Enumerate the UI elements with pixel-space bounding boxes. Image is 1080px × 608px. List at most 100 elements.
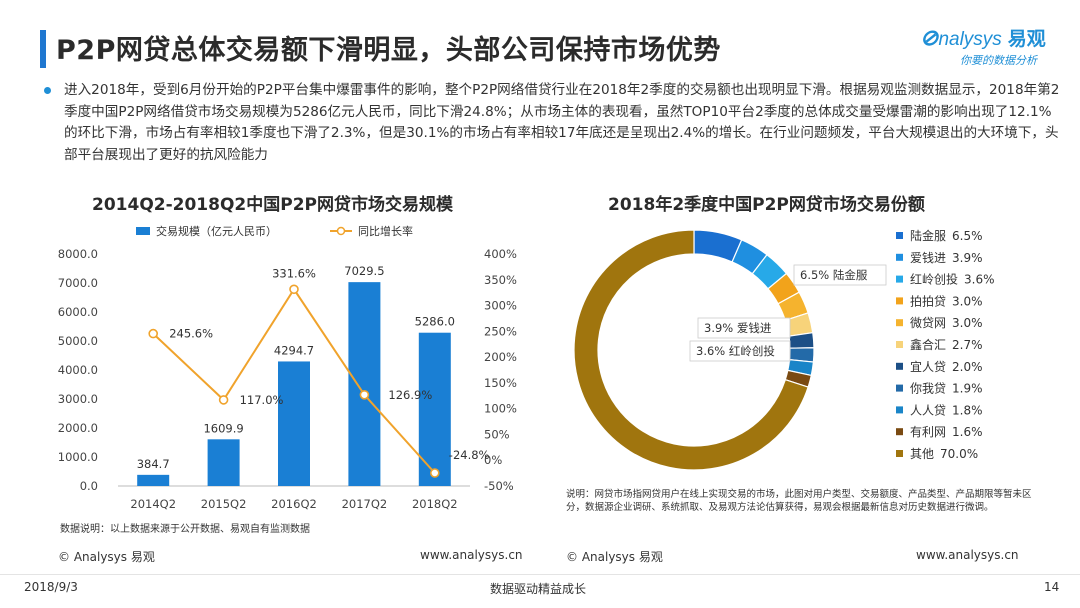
growth-value-label: -24.8%: [449, 448, 490, 462]
legend-name: 微贷网: [910, 316, 946, 330]
bar-line-chart: 交易规模（亿元人民币） 同比增长率 0.0 1000.0 2000.0 3000.0 400…: [58, 224, 517, 511]
legend-swatch-微贷网: [896, 319, 903, 327]
legend-name: 陆金服: [910, 228, 946, 243]
y-right-tick: 100%: [484, 402, 517, 416]
legend-bar-label: 交易规模（亿元人民币）: [156, 224, 277, 238]
y-left-tick: 3000.0: [58, 392, 98, 406]
legend-swatch-宜人贷: [896, 362, 903, 370]
bar-value-label: 1609.9: [203, 421, 243, 435]
growth-point-2015Q2: [218, 395, 229, 405]
legend-value: 3.6%: [964, 273, 995, 287]
legend-name: 拍拍贷: [910, 293, 946, 308]
summary-text: 进入2018年，受到6月份开始的P2P平台集中爆雷事件的影响，整个P2P网络借贷…: [64, 82, 1060, 163]
y-left-tick: 1000.0: [58, 450, 98, 464]
y-left-tick: 5000.0: [58, 334, 98, 348]
callout-label: 3.6% 红岭创投: [696, 344, 775, 358]
legend-line-marker: [336, 226, 346, 236]
y-right-tick: 0%: [484, 453, 502, 467]
y-right-tick: 200%: [484, 350, 517, 364]
legend-value: 2.0%: [952, 360, 983, 374]
legend-swatch-你我贷: [896, 384, 903, 392]
bullet-icon: [44, 87, 51, 94]
footer-date: 2018/9/3: [24, 580, 78, 594]
donut-slice-宜人贷: [788, 332, 815, 349]
legend-swatch-人人贷: [896, 406, 903, 414]
y-left-tick: 8000.0: [58, 247, 98, 261]
right-note: 说明：网贷市场指网贷用户在线上实现交易的市场，此图对用户类型、交易额度、产品类型…: [566, 489, 1032, 513]
legend-name: 鑫合汇: [910, 337, 946, 352]
legend-name: 你我贷: [910, 382, 946, 396]
right-chart-title: 2018年2季度中国P2P网贷市场交易份额: [608, 195, 925, 215]
footer-slogan: 数据驱动精益成长: [490, 582, 587, 596]
donut-chart: 6.5% 陆金服 3.9% 爱钱进 3.6% 红岭创投 陆金服 6.5% 爱钱进 3.9% 红…: [573, 228, 995, 471]
x-tick-label: 2016Q2: [271, 497, 317, 511]
bar-value-label: 384.7: [137, 457, 170, 471]
legend-value: 1.6%: [952, 425, 983, 439]
legend-swatch-鑫合汇: [896, 341, 903, 348]
x-tick-label: 2018Q2: [412, 497, 458, 511]
page-title: P2P网贷总体交易额下滑明显，头部公司保持市场优势: [56, 35, 721, 66]
bar-2015Q2: [207, 439, 240, 486]
legend-swatch-红岭创投: [896, 275, 903, 283]
legend-value: 3.9%: [952, 251, 983, 265]
y-left-tick: 0.0: [80, 479, 98, 493]
donut-slice-其他: [573, 229, 809, 471]
y-right-tick: 300%: [484, 299, 517, 313]
summary-bullet: 进入2018年，受到6月份开始的P2P平台集中爆雷事件的影响，整个P2P网络借贷…: [44, 80, 1060, 166]
legend-value: 1.8%: [952, 403, 983, 417]
x-tick-label: 2015Q2: [201, 497, 247, 511]
left-copyright: © Analysys 易观: [58, 550, 155, 564]
left-chart-title: 2014Q2-2018Q2中国P2P网贷市场交易规模: [92, 195, 453, 215]
x-tick-label: 2017Q2: [342, 497, 388, 511]
legend-value: 3.0%: [952, 294, 983, 308]
legend-name: 爱钱进: [910, 250, 946, 265]
y-right-tick: 250%: [484, 324, 517, 338]
left-data-note: 数据说明：以上数据来源于公开数据、易观自有监测数据: [60, 524, 310, 535]
growth-value-label: 126.9%: [388, 388, 432, 402]
footer-page-number: 14: [1044, 580, 1060, 594]
footer-divider: [0, 574, 1080, 575]
growth-value-label: 117.0%: [240, 393, 284, 407]
legend-name: 有利网: [910, 425, 946, 439]
legend-swatch-其他: [896, 450, 903, 457]
growth-value-label: 245.6%: [169, 327, 213, 341]
legend-value: 70.0%: [940, 447, 978, 461]
legend-bar-swatch: [136, 227, 150, 235]
y-right-tick: -50%: [484, 479, 514, 493]
y-right-tick: 400%: [484, 247, 517, 261]
growth-value-label: 331.6%: [272, 266, 316, 280]
y-left-tick: 4000.0: [58, 363, 98, 377]
legend-name: 宜人贷: [910, 359, 946, 374]
analysys-logo: ⊘nalysys 易观 你要的数据分析: [920, 24, 1060, 70]
legend-value: 2.7%: [952, 338, 983, 352]
legend-swatch-拍拍贷: [896, 297, 903, 305]
legend-name: 人人贷: [910, 403, 946, 417]
y-right-tick: 50%: [484, 427, 510, 441]
bar-2016Q2: [278, 361, 310, 486]
right-website: www.analysys.cn: [916, 548, 1019, 562]
y-right-tick: 150%: [484, 376, 517, 390]
growth-point-2016Q2: [289, 284, 299, 295]
bar-value-label: 7029.5: [344, 264, 384, 278]
legend-name: 红岭创投: [910, 272, 958, 287]
bar-2017Q2: [348, 282, 381, 486]
legend-name: 其他: [910, 447, 934, 461]
legend-value: 6.5%: [952, 229, 983, 243]
logo-slogan: 你要的数据分析: [960, 54, 1037, 67]
legend-swatch-陆金服: [896, 232, 903, 239]
legend-line-label: 同比增长率: [358, 224, 413, 238]
right-copyright: © Analysys 易观: [566, 550, 663, 564]
growth-point-2014Q2: [148, 328, 158, 339]
callout-box: [793, 264, 887, 286]
y-left-tick: 6000.0: [58, 305, 98, 319]
logo-brand: 易观: [1007, 28, 1046, 50]
bar-2014Q2: [137, 474, 170, 486]
bar-value-label: 5286.0: [415, 315, 455, 329]
callout-label: 6.5% 陆金服: [800, 268, 868, 282]
left-website: www.analysys.cn: [420, 548, 523, 562]
legend-swatch-有利网: [896, 428, 903, 436]
title-accent-bar: [40, 30, 46, 68]
bar-2018Q2: [418, 332, 451, 486]
growth-point-2018Q2: [429, 468, 440, 478]
legend-swatch-爱钱进: [896, 253, 903, 261]
